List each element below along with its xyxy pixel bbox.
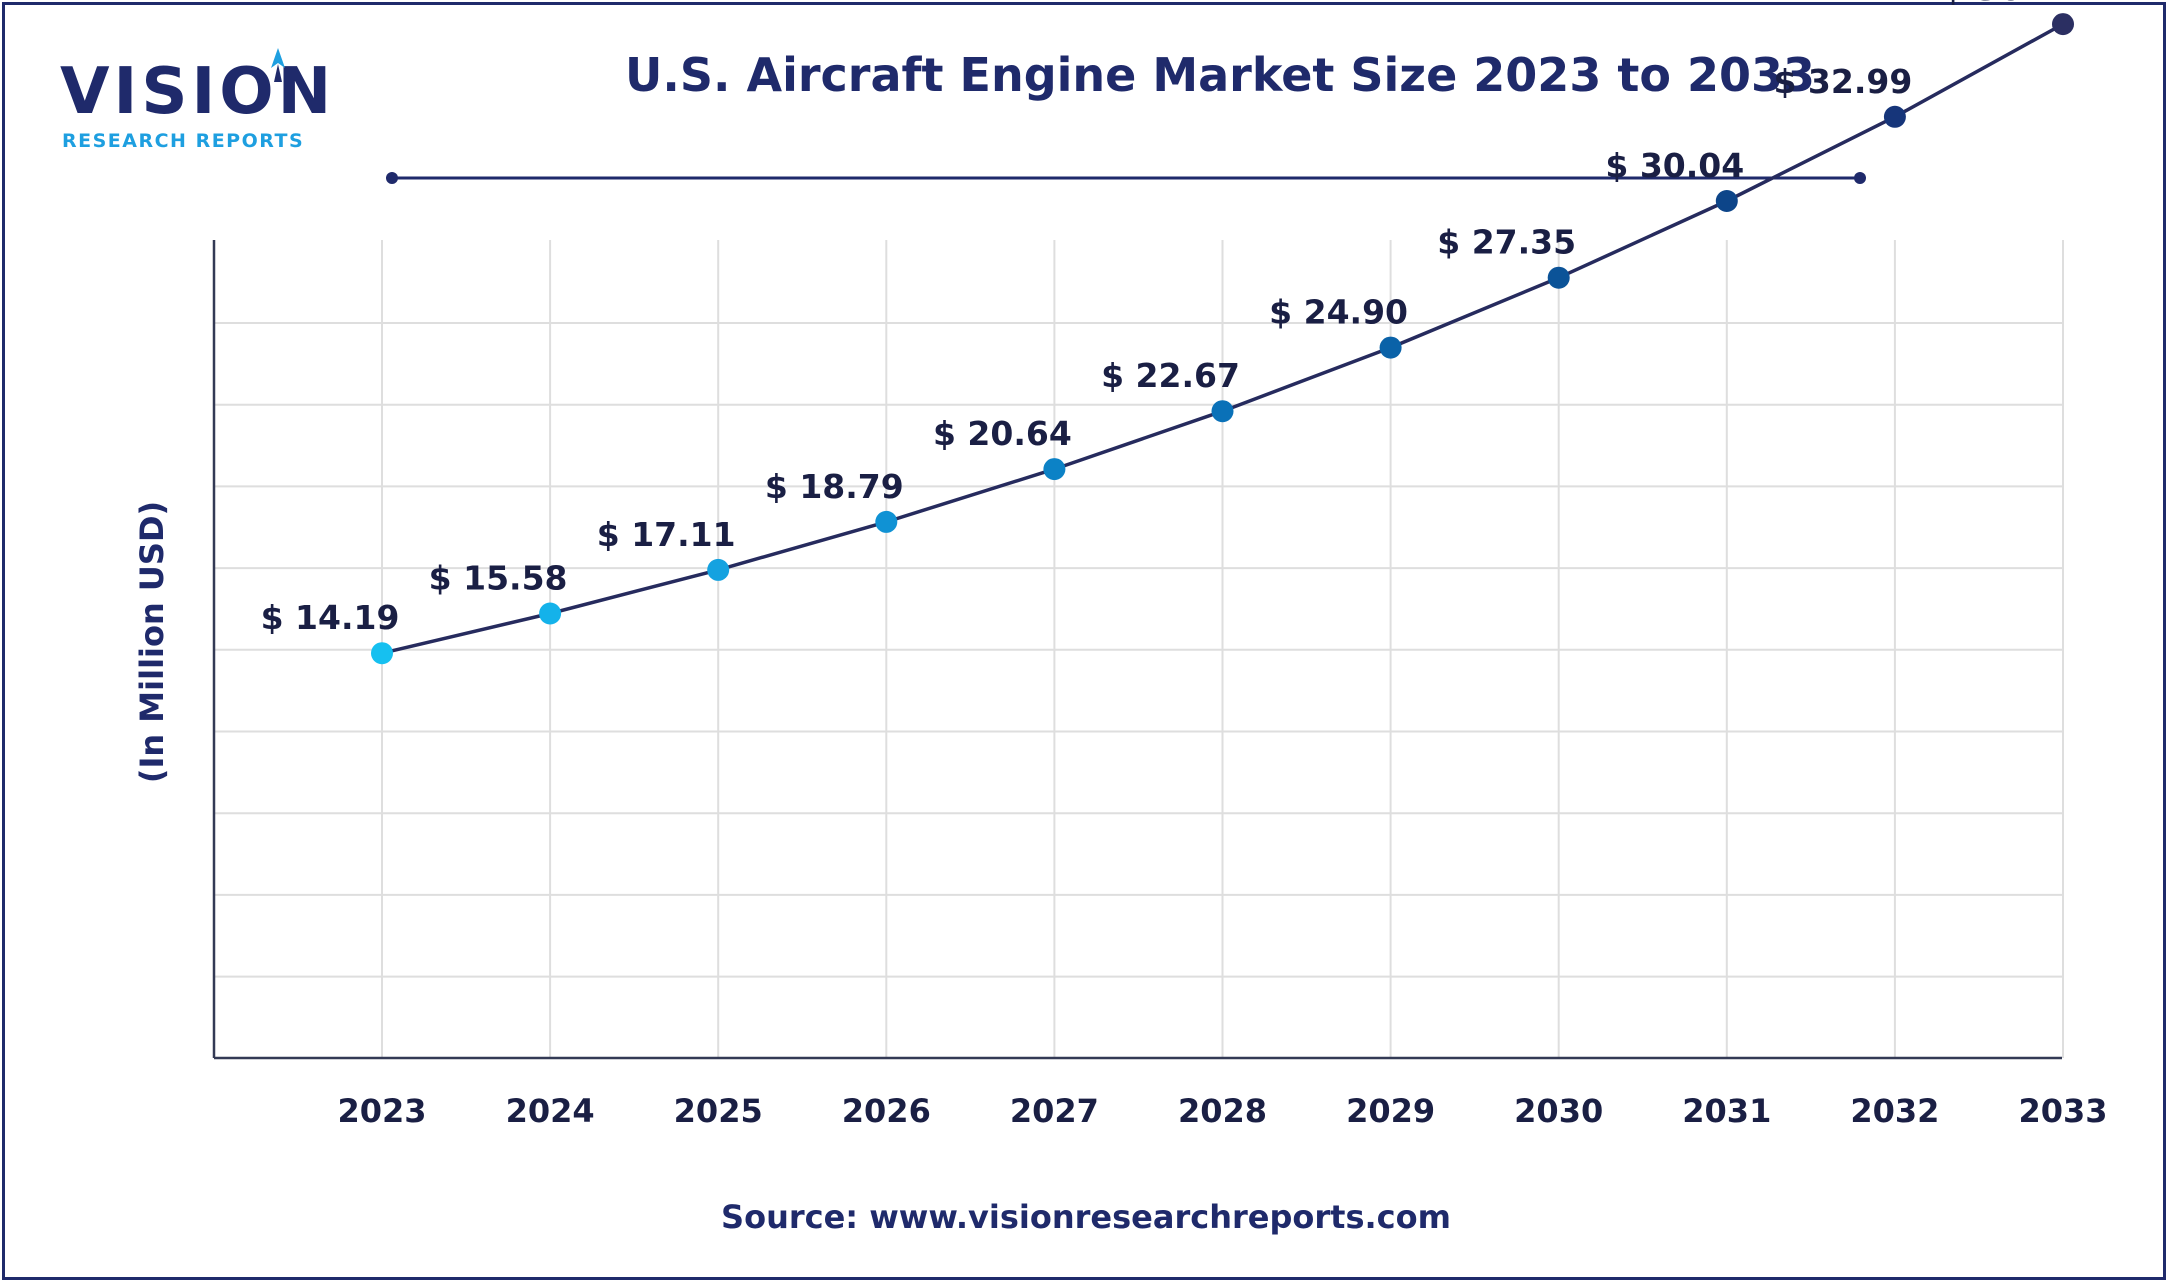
data-label: $ 17.11 (597, 515, 736, 554)
data-label: $ 22.67 (1101, 356, 1240, 395)
x-tick-label: 2030 (1514, 1092, 1603, 1130)
data-label: $ 27.35 (1437, 223, 1576, 262)
data-point (539, 602, 562, 625)
data-label: $ 24.90 (1269, 293, 1408, 332)
data-point (1715, 190, 1738, 212)
x-tick-label: 2031 (1682, 1092, 1771, 1130)
x-tick-label: 2028 (1178, 1092, 1267, 1130)
x-tick-label: 2025 (674, 1092, 763, 1130)
brand-logo: VISION RESEARCH REPORTS (60, 48, 331, 160)
x-tick-label: 2029 (1346, 1092, 1435, 1130)
data-point (875, 510, 898, 533)
chart-title: U.S. Aircraft Engine Market Size 2023 to… (625, 48, 1815, 102)
data-label: $ 32.99 (1773, 62, 1912, 101)
data-point (1379, 336, 1402, 359)
x-tick-label: 2023 (337, 1092, 426, 1130)
data-point (707, 558, 730, 581)
data-point (1211, 400, 1234, 423)
data-point (1043, 458, 1066, 481)
data-point (2052, 13, 2074, 36)
x-tick-label: 2032 (1850, 1092, 1939, 1130)
data-label: $ 20.64 (933, 414, 1072, 453)
logo-wordmark: VISION (60, 55, 336, 129)
line-chart: 2023 2024 2025 2026 2027 2028 2029 2030 2031 2032… (212, 0, 2108, 1130)
data-label: $ 36.24 (1942, 0, 2081, 8)
title-divider (386, 172, 1866, 184)
x-tick-label: 2024 (506, 1092, 595, 1130)
logo-tagline: RESEARCH REPORTS (62, 130, 305, 152)
source-note: Source: www.visionresearchreports.com (721, 1198, 1451, 1236)
data-label: $ 15.58 (429, 559, 568, 598)
x-tick-label: 2026 (842, 1092, 931, 1130)
x-tick-label: 2033 (2018, 1092, 2107, 1130)
data-label: $ 30.04 (1605, 146, 1744, 185)
data-point (371, 642, 393, 665)
data-point (1883, 105, 1906, 128)
data-label: $ 14.19 (261, 598, 400, 637)
rocket-icon (271, 48, 285, 82)
x-tick-label: 2027 (1010, 1092, 1099, 1130)
data-point (1547, 266, 1570, 289)
data-label: $ 18.79 (765, 467, 904, 506)
